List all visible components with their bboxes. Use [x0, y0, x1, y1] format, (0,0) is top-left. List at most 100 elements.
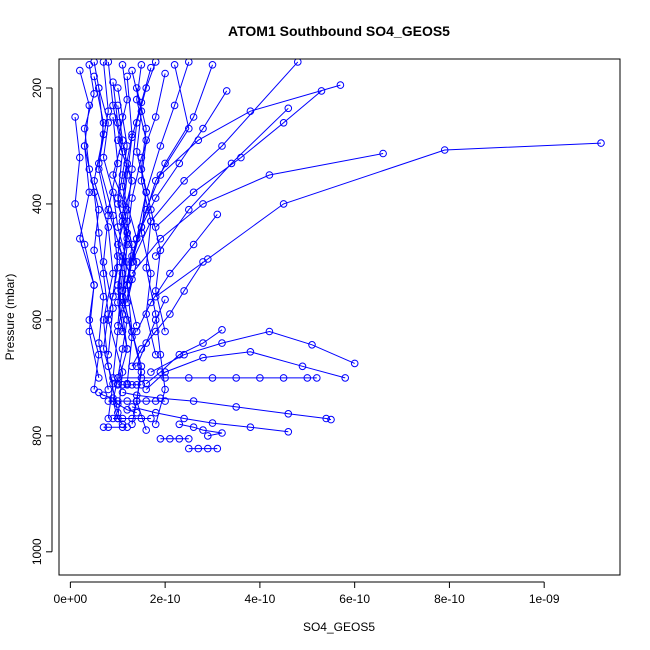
data-point	[109, 304, 117, 313]
data-point	[170, 101, 179, 110]
data-point	[137, 374, 146, 382]
data-point	[99, 59, 108, 66]
data-point	[95, 84, 103, 92]
data-point	[114, 136, 122, 144]
data-point	[284, 428, 293, 436]
data-point	[156, 435, 165, 443]
data-point	[114, 101, 122, 110]
series-line	[136, 87, 166, 332]
series-22	[104, 113, 131, 353]
data-point	[185, 205, 193, 214]
data-point	[104, 205, 113, 214]
data-point	[132, 391, 141, 400]
series-line	[122, 64, 213, 303]
data-point	[279, 200, 288, 208]
data-point	[80, 142, 89, 150]
data-point	[189, 188, 198, 197]
data-point	[132, 381, 141, 389]
data-point	[218, 142, 226, 150]
data-point	[128, 194, 136, 202]
y-tick-label: 800	[30, 426, 44, 446]
data-point	[237, 153, 245, 162]
data-point	[128, 269, 136, 278]
data-point	[85, 188, 94, 197]
data-point	[147, 217, 155, 226]
series-line	[145, 351, 346, 390]
data-point	[99, 391, 108, 400]
series-line	[74, 116, 100, 390]
data-point	[114, 119, 122, 127]
data-point	[118, 345, 127, 353]
x-tick-label: 4e-10	[245, 592, 276, 606]
data-point	[114, 159, 122, 168]
data-point	[218, 429, 226, 437]
data-point	[104, 59, 113, 66]
data-point	[137, 153, 146, 162]
data-point	[199, 258, 207, 266]
data-point	[123, 345, 131, 353]
series-line	[107, 116, 128, 349]
series-line	[131, 70, 157, 355]
data-point	[137, 165, 146, 173]
series-44	[156, 435, 193, 443]
data-point	[128, 327, 136, 336]
data-point	[128, 333, 136, 342]
data-point	[118, 327, 127, 336]
data-point	[76, 66, 84, 75]
data-point	[142, 385, 150, 394]
data-point	[71, 113, 79, 121]
series-23	[109, 63, 155, 301]
data-point	[118, 423, 127, 432]
data-point	[99, 423, 108, 432]
data-point	[123, 381, 131, 389]
data-point	[76, 153, 84, 162]
data-point	[123, 95, 131, 104]
data-point	[213, 210, 222, 219]
data-point	[118, 310, 127, 318]
data-point	[118, 200, 127, 208]
data-point	[109, 78, 117, 86]
data-point	[322, 414, 331, 423]
data-point	[109, 414, 117, 423]
data-point	[123, 298, 131, 307]
data-point	[161, 327, 169, 336]
x-tick-label: 2e-10	[150, 592, 181, 606]
data-point	[114, 263, 122, 272]
data-point	[227, 159, 236, 168]
data-point	[142, 310, 150, 318]
series-33	[132, 295, 169, 371]
series-line	[122, 391, 332, 421]
data-point	[151, 420, 160, 429]
series-32	[128, 258, 207, 371]
data-point	[137, 223, 146, 231]
data-point	[118, 368, 127, 376]
data-point	[114, 252, 122, 260]
data-point	[104, 119, 113, 127]
data-point	[379, 149, 387, 158]
data-point	[128, 414, 136, 423]
data-point	[109, 269, 117, 278]
data-point	[208, 374, 217, 382]
series-25	[151, 104, 293, 260]
data-point	[99, 119, 108, 127]
data-point	[156, 246, 165, 255]
data-point	[95, 374, 103, 382]
data-point	[147, 205, 155, 214]
data-point	[118, 211, 127, 220]
data-point	[118, 252, 127, 260]
y-axis: 200 400 600 800 1000	[30, 78, 53, 565]
data-point	[147, 298, 155, 307]
data-point	[151, 252, 160, 260]
data-point	[151, 113, 160, 121]
data-point	[123, 423, 131, 432]
y-tick-label: 1000	[30, 538, 44, 565]
data-point	[128, 381, 136, 389]
data-point	[151, 350, 160, 359]
series-42	[114, 381, 146, 389]
series-line	[117, 64, 138, 303]
data-point	[222, 87, 231, 95]
data-point	[204, 444, 212, 453]
series-line	[93, 76, 114, 355]
